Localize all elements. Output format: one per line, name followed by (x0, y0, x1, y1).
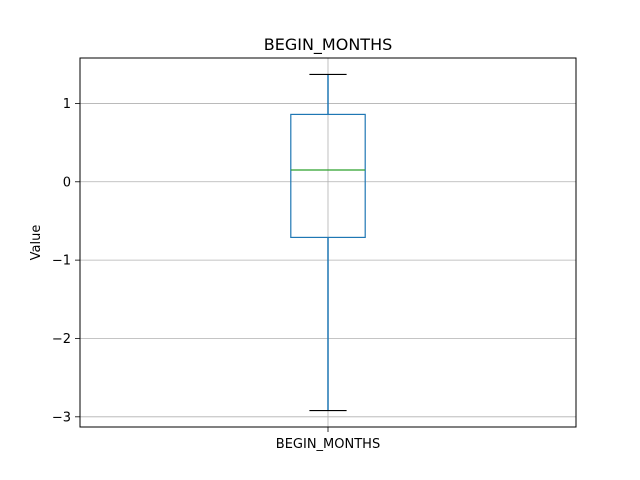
y-axis-title: Value (29, 225, 44, 261)
box-layer (290, 73, 366, 412)
interquartile-box (290, 113, 366, 239)
y-tick-label: −1 (52, 254, 71, 269)
axis-ticks: 1 0 −1 −2 −3 BEGIN_MONTHS (52, 97, 380, 452)
y-tick-label: −3 (52, 410, 71, 425)
x-tick-label: BEGIN_MONTHS (276, 437, 380, 452)
chart-title: BEGIN_MONTHS (264, 35, 393, 55)
y-tick-label: −2 (52, 332, 71, 347)
y-tick-label: 0 (63, 175, 71, 190)
y-tick-label: 1 (63, 97, 71, 112)
